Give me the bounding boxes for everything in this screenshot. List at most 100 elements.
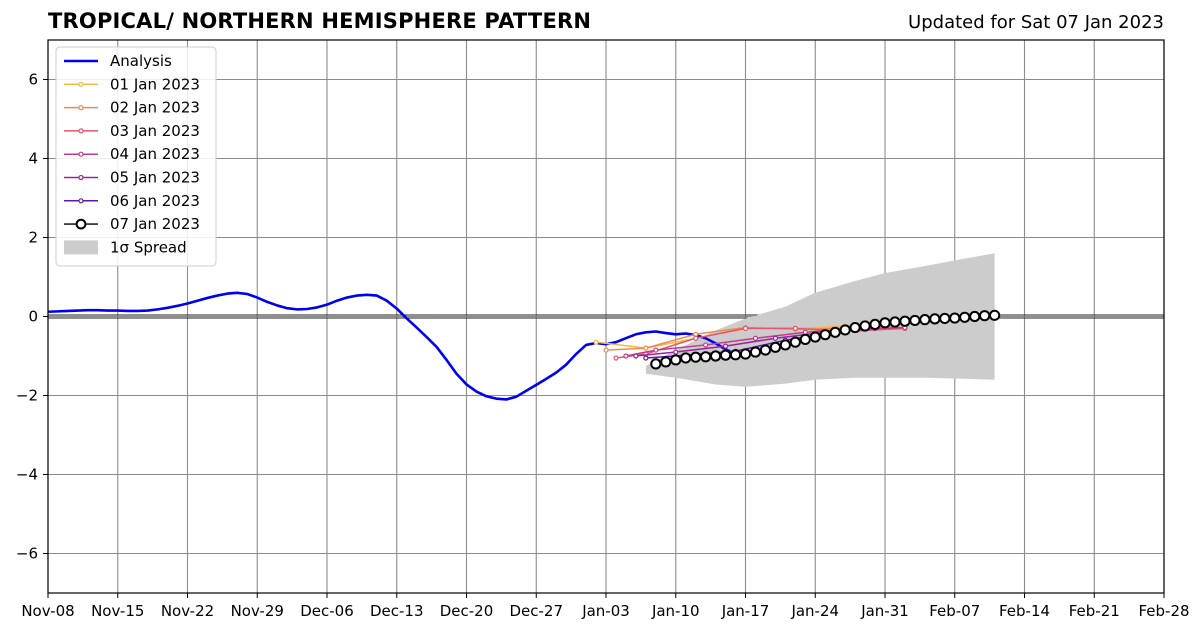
forecast-point — [799, 333, 811, 346]
x-tick-label: Nov-29 — [231, 602, 284, 620]
legend-label: 04 Jan 2023 — [110, 145, 200, 163]
x-tick-label: Dec-13 — [370, 602, 424, 620]
forecast-point — [789, 336, 801, 348]
forecast-point — [792, 325, 798, 331]
forecast-point — [623, 353, 629, 359]
forecast-point — [633, 353, 639, 359]
forecast-point — [690, 351, 702, 363]
forecast-point — [693, 335, 699, 341]
forecast-point — [710, 350, 722, 362]
y-tick-label: 2 — [28, 229, 38, 247]
y-tick-label: −6 — [16, 545, 38, 563]
legend-marker — [75, 218, 87, 230]
forecast-point — [643, 345, 649, 351]
forecast-point — [670, 354, 682, 366]
x-tick-label: Nov-08 — [21, 602, 74, 620]
x-tick-label: Feb-28 — [1138, 602, 1189, 620]
forecast-point — [749, 346, 762, 358]
legend-swatch — [64, 240, 98, 255]
forecast-point — [742, 325, 749, 331]
forecast-point — [939, 312, 951, 325]
x-tick-label: Dec-20 — [440, 602, 494, 620]
x-tick-label: Jan-17 — [721, 602, 770, 620]
x-tick-label: Nov-22 — [161, 602, 214, 620]
legend-marker — [78, 198, 84, 204]
legend: Analysis 01 Jan 2023 02 Jan 2023 03 Jan 202… — [55, 46, 217, 267]
forecast-point — [979, 310, 991, 322]
forecast-point — [752, 335, 759, 341]
forecast-point — [909, 314, 921, 327]
forecast-point — [929, 313, 941, 325]
forecast-point — [849, 321, 861, 334]
forecast-point — [719, 349, 732, 361]
legend-label: 03 Jan 2023 — [110, 122, 200, 140]
legend-label: 1σ Spread — [110, 238, 187, 256]
x-tick-label: Feb-21 — [1069, 602, 1120, 620]
forecast-point — [889, 316, 901, 328]
forecast-point — [879, 317, 891, 329]
x-tick-label: Dec-27 — [509, 602, 563, 620]
legend-marker — [78, 174, 84, 181]
forecast-point — [989, 309, 1001, 321]
forecast-point — [680, 352, 692, 364]
y-tick-label: 6 — [28, 71, 38, 89]
forecast-point — [593, 339, 599, 345]
forecast-point — [703, 342, 709, 348]
y-tick-label: 4 — [28, 150, 38, 168]
legend-marker — [78, 104, 84, 111]
x-tick-label: Jan-24 — [790, 602, 839, 620]
forecast-point — [653, 347, 659, 353]
x-tick-label: Jan-31 — [860, 602, 909, 620]
forecast-point — [729, 349, 742, 361]
legend-label: 05 Jan 2023 — [110, 169, 200, 187]
legend-box — [55, 46, 217, 267]
forecast-point — [613, 355, 619, 361]
x-tick-label: Feb-07 — [929, 602, 980, 620]
forecast-point — [660, 356, 672, 368]
y-tick-label: −2 — [16, 387, 38, 405]
legend-label: 07 Jan 2023 — [110, 215, 200, 233]
x-tick-label: Dec-06 — [300, 602, 354, 620]
legend-marker — [78, 151, 84, 157]
legend-marker — [78, 81, 84, 87]
analysis-line — [47, 291, 746, 401]
forecast-point — [779, 339, 791, 351]
forecast-point — [809, 331, 821, 343]
forecast-point — [603, 347, 609, 353]
legend-label: 01 Jan 2023 — [110, 75, 200, 93]
forecast-point — [869, 318, 881, 330]
forecast-point — [772, 335, 778, 341]
forecast-point — [643, 355, 649, 361]
forecast-point — [899, 315, 911, 327]
forecast-point — [802, 329, 808, 335]
forecast-point — [769, 341, 781, 353]
x-tick-label: Jan-03 — [581, 602, 630, 620]
forecast-point — [859, 320, 871, 332]
forecast-point — [722, 343, 729, 349]
x-tick-label: Jan-10 — [651, 602, 700, 620]
forecast-point — [673, 349, 679, 355]
forecast-point — [700, 351, 712, 363]
forecast-point — [919, 314, 931, 326]
forecast-point — [959, 311, 971, 323]
axes: Nov-08 Nov-15 Nov-22 Nov-29 Dec-06 Dec-13 Dec-… — [16, 39, 1190, 620]
series-lines — [47, 291, 1001, 401]
forecast-point — [839, 324, 851, 336]
forecast-point — [949, 312, 961, 324]
forecast-point — [969, 310, 981, 323]
chart-title: TROPICAL/ NORTHERN HEMISPHERE PATTERN — [48, 9, 592, 33]
y-tick-label: −4 — [16, 466, 38, 484]
y-tick-label: 0 — [28, 308, 38, 326]
forecast-point — [819, 329, 831, 341]
x-tick-label: Feb-14 — [999, 602, 1050, 620]
legend-label: 06 Jan 2023 — [110, 192, 200, 210]
legend-label: Analysis — [110, 52, 172, 70]
x-tick-label: Nov-15 — [91, 602, 144, 620]
forecast-point — [829, 326, 841, 338]
chart-subtitle: Updated for Sat 07 Jan 2023 — [908, 12, 1164, 33]
forecast-point — [650, 358, 662, 370]
forecast-point — [739, 348, 752, 360]
legend-marker — [78, 128, 84, 134]
forecast-point — [759, 344, 772, 356]
